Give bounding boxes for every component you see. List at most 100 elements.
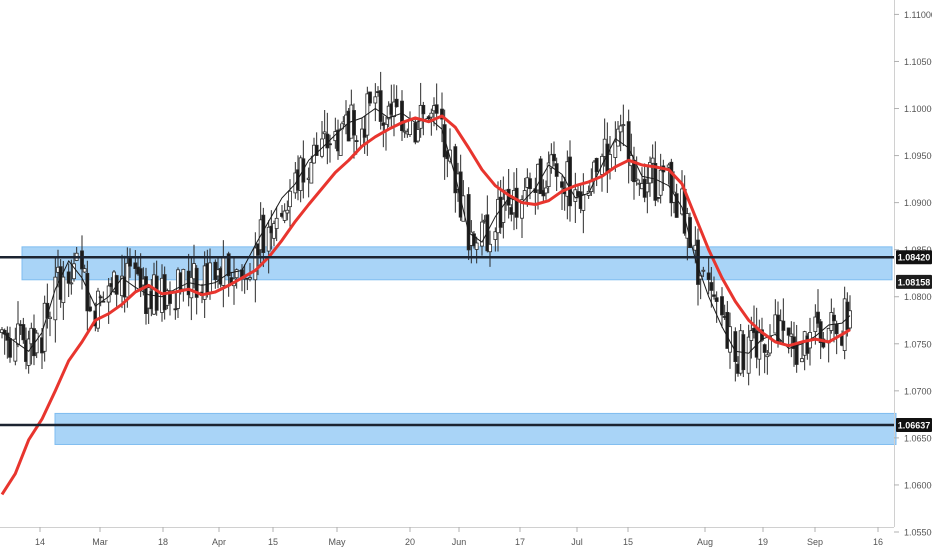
candle-body: [402, 130, 407, 133]
candle-body: [674, 193, 679, 218]
y-tick-label: 1.06500: [904, 433, 932, 443]
candle-body: [701, 269, 706, 272]
candle-body: [848, 310, 852, 329]
candle-body: [834, 323, 839, 335]
candle-body: [288, 190, 292, 208]
candle-body: [61, 276, 66, 304]
candle-body: [368, 91, 372, 104]
candle-body: [400, 100, 404, 132]
candle-body: [173, 308, 178, 311]
candle-body: [168, 290, 172, 304]
candle-body: [82, 268, 87, 273]
price-level-tag: [896, 250, 932, 265]
level-labels: 1.08420 1.08158 1.06637: [896, 250, 932, 433]
candle-body: [762, 344, 767, 353]
y-tick-label: 1.08500: [904, 245, 932, 255]
candle-body: [616, 128, 620, 147]
candle-body: [354, 140, 359, 142]
candle-body: [594, 157, 599, 173]
candles-layer: [0, 71, 852, 386]
candle-body: [821, 338, 826, 348]
candle-body: [829, 312, 834, 331]
candle-body: [8, 338, 12, 358]
price-level-tag-text: 1.08158: [898, 277, 931, 287]
candle-body: [48, 316, 52, 320]
candle-body: [474, 242, 479, 250]
candle-body: [501, 198, 506, 223]
candle-body: [418, 104, 423, 129]
candle-body: [816, 311, 820, 324]
candle-body: [221, 257, 226, 286]
slow-moving-average-line: [0, 114, 851, 496]
x-tick-label: Mar: [92, 537, 108, 547]
candle-body: [285, 209, 290, 214]
candle-body: [549, 154, 554, 169]
candle-body: [789, 333, 794, 337]
x-tick-label: 20: [405, 537, 415, 547]
candle-body: [442, 124, 447, 158]
candle-body: [634, 178, 639, 181]
candle-body: [720, 296, 724, 316]
candle-body: [434, 104, 439, 114]
candle-body: [253, 247, 258, 281]
x-tick-label: 19: [758, 537, 768, 547]
candle-body: [733, 331, 738, 362]
candle-body: [488, 243, 492, 253]
candle-body: [272, 223, 276, 239]
y-tick-label: 1.05500: [904, 528, 932, 538]
x-tick-label: Jun: [452, 537, 467, 547]
candle-body: [749, 330, 754, 341]
y-axis-ticks: 1.11000 1.10500 1.10000 1.09500 1.09000 1.085…: [894, 10, 932, 538]
price-level-tag-text: 1.06637: [898, 421, 931, 431]
support-resistance-zone: [54, 412, 897, 445]
candle-body: [709, 282, 714, 291]
y-tick-label: 1.11000: [904, 10, 932, 20]
candle-body: [66, 271, 71, 284]
candle-body: [528, 178, 532, 190]
x-tick-label: 15: [623, 537, 633, 547]
candle-body: [608, 154, 612, 170]
candle-body: [266, 226, 271, 252]
candle-body: [378, 90, 383, 122]
candle-body: [106, 285, 111, 303]
candle-body: [765, 354, 770, 358]
price-level-tag: [896, 418, 932, 433]
x-axis-ticks: 14 Mar 18 Apr 15 May 20 Jun 17 Jul 15 Aug 19 Sep 16: [35, 527, 883, 547]
candle-body: [274, 217, 279, 229]
candle-body: [493, 231, 498, 240]
candle-body: [128, 257, 132, 267]
candle-body: [618, 125, 623, 133]
candle-body: [621, 124, 626, 127]
candle-body: [714, 297, 719, 302]
candle-body: [96, 290, 100, 329]
candle-body: [706, 272, 711, 280]
x-tick-label: 18: [158, 537, 168, 547]
candle-body: [520, 199, 524, 219]
candle-body: [322, 131, 327, 135]
candle-body: [208, 262, 212, 293]
x-tick-label: Jul: [571, 537, 583, 547]
candle-body: [125, 262, 130, 298]
x-tick-label: Aug: [697, 537, 713, 547]
moving-average-layer: [0, 107, 851, 496]
candle-body: [421, 104, 426, 115]
y-tick-label: 1.10500: [904, 57, 932, 67]
x-tick-label: May: [328, 537, 346, 547]
candle-body: [226, 253, 231, 277]
candle-body: [656, 197, 660, 199]
candle-body: [13, 338, 18, 362]
candle-body: [752, 327, 756, 334]
candle-body: [613, 141, 618, 158]
support-resistance-zone: [21, 246, 893, 281]
candle-body: [480, 221, 484, 247]
candle-body: [34, 332, 39, 354]
y-tick-label: 1.06000: [904, 480, 932, 490]
candle-body: [194, 267, 199, 298]
candle-body: [72, 263, 76, 280]
candle-body: [88, 306, 92, 312]
x-tick-label: 16: [873, 537, 883, 547]
x-tick-label: Apr: [212, 537, 226, 547]
candle-body: [546, 162, 551, 187]
fast-moving-average-line: [1, 107, 851, 354]
candle-body: [21, 324, 26, 341]
